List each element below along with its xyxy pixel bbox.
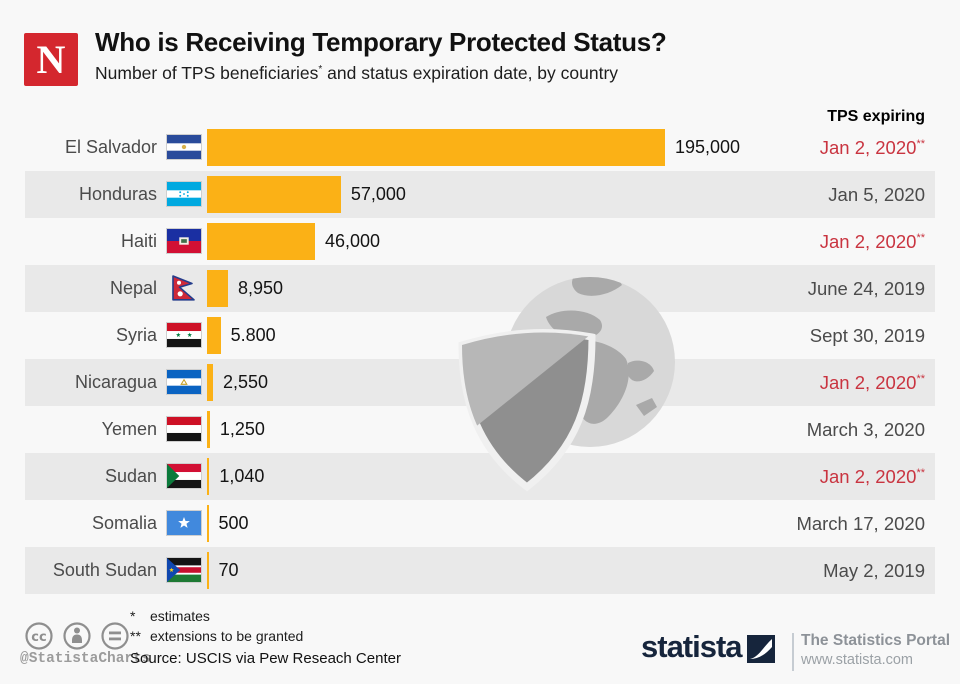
- value-bar: [207, 223, 315, 260]
- expiry-date: Jan 2, 2020**: [819, 137, 925, 158]
- expiry-date: March 17, 2020: [796, 513, 925, 534]
- value-label: 500: [218, 513, 249, 533]
- expiry-date: May 2, 2019: [823, 560, 925, 581]
- country-row: Nicaragua 2,550 Jan 2, 2020**: [25, 359, 935, 406]
- value-label: 8,950: [238, 278, 284, 298]
- flag-nicaragua-icon: [166, 369, 202, 395]
- footnote-estimates: * estimates: [130, 608, 210, 624]
- flag-honduras-icon: [166, 181, 202, 207]
- country-row: Somalia 500 March 17, 2020: [25, 500, 935, 547]
- country-label: Nicaragua: [74, 372, 157, 392]
- svg-text:cc: cc: [31, 630, 46, 645]
- country-label: Nepal: [109, 278, 157, 298]
- footnote-extensions: ** extensions to be granted: [130, 628, 304, 644]
- cc-icon: [25, 622, 53, 650]
- flag-haiti-icon: [166, 228, 202, 254]
- footnotes: * estimates ** extensions to be granted: [130, 606, 303, 646]
- flag-nepal-icon: [166, 275, 202, 301]
- value-label: 57,000: [350, 184, 406, 204]
- expiry-date: Jan 5, 2020: [828, 184, 925, 205]
- source-text: Source: USCIS via Pew Reseach Center: [130, 650, 401, 667]
- flag-syria-icon: [166, 322, 202, 348]
- page-title: Who is Receiving Temporary Protected Sta…: [95, 27, 667, 57]
- expiry-date: Jan 2, 2020**: [819, 466, 925, 487]
- country-row: Yemen 1,250 March 3, 2020: [25, 406, 935, 453]
- country-label: Somalia: [91, 513, 157, 533]
- value-bar: [207, 458, 210, 495]
- expiry-date: Jan 2, 2020**: [819, 372, 925, 393]
- expiry-date: Sept 30, 2019: [809, 325, 925, 346]
- value-bar: [207, 411, 210, 448]
- country-row: Nepal 8,950 June 24, 2019: [25, 265, 935, 312]
- country-row: Syria 5.800 Sept 30, 2019: [25, 312, 935, 359]
- country-row: Haiti 46,000 Jan 2, 2020**: [25, 218, 935, 265]
- value-label: 2,550: [223, 372, 269, 392]
- statista-logo-mark-icon: [747, 635, 775, 663]
- column-header-tps-expiring: TPS expiring: [827, 108, 925, 125]
- country-label: Haiti: [120, 231, 157, 251]
- statista-url: www.statista.com: [801, 652, 913, 668]
- country-label: Sudan: [104, 466, 157, 486]
- flag-somalia-icon: [166, 510, 202, 536]
- flag-sudan-icon: [166, 463, 202, 489]
- equal-icon: [101, 622, 129, 650]
- statista-divider: [792, 633, 794, 671]
- statista-handle: @StatistaCharts: [20, 651, 151, 667]
- subtitle-footnote-marker: *: [318, 64, 323, 76]
- flag-south-sudan-icon: [166, 557, 202, 583]
- value-label: 1,040: [219, 466, 265, 486]
- page-subtitle: Number of TPS beneficiaries* and status …: [95, 63, 619, 83]
- value-label: 70: [218, 560, 239, 580]
- country-label: South Sudan: [52, 560, 157, 580]
- value-bar: [207, 364, 213, 401]
- country-row: South Sudan 70 May 2, 2019: [25, 547, 935, 594]
- value-bar: [207, 552, 209, 589]
- value-label: 46,000: [325, 231, 381, 251]
- flag-el-salvador-icon: [166, 134, 202, 160]
- value-bar: [207, 270, 228, 307]
- newsweek-logo-icon: N: [24, 33, 78, 86]
- country-label: Honduras: [78, 184, 157, 204]
- value-bar: [207, 317, 221, 354]
- statista-wordmark: statista: [641, 629, 743, 664]
- flag-yemen-icon: [166, 416, 202, 442]
- cc-license-icons: cc: [24, 620, 136, 657]
- value-label: 5.800: [230, 325, 276, 345]
- expiry-date: Jan 2, 2020**: [819, 231, 925, 252]
- country-row: Sudan 1,040 Jan 2, 2020**: [25, 453, 935, 500]
- value-bar: [207, 129, 665, 166]
- expiry-date: June 24, 2019: [807, 278, 925, 299]
- country-row: Honduras 57,000 Jan 5, 2020: [25, 171, 935, 218]
- statista-tagline: The Statistics Portal: [801, 632, 951, 649]
- chart-rows: El Salvador 195,000 Jan 2, 2020** Honduras 5…: [25, 124, 935, 594]
- country-label: El Salvador: [64, 137, 157, 157]
- value-label: 195,000: [675, 137, 741, 157]
- value-bar: [207, 505, 209, 542]
- country-row: El Salvador 195,000 Jan 2, 2020**: [25, 124, 935, 171]
- attribution-icon: [63, 622, 91, 650]
- expiry-date: March 3, 2020: [806, 419, 925, 440]
- value-label: 1,250: [219, 419, 265, 439]
- value-bar: [207, 176, 341, 213]
- country-label: Yemen: [101, 419, 157, 439]
- country-label: Syria: [115, 325, 157, 345]
